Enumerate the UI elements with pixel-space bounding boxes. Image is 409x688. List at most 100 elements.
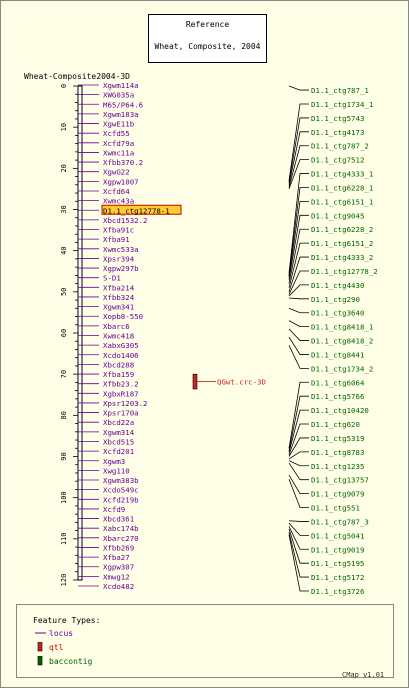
marker-label[interactable]: Xwg110 <box>103 466 130 475</box>
contig-label[interactable]: D1.1_ctg787_1 <box>311 86 369 95</box>
contig-label[interactable]: D1.1_ctg3640 <box>311 309 364 318</box>
contig-link-line <box>288 117 309 183</box>
marker-label[interactable]: Xfbb370.2 <box>103 158 143 167</box>
marker-label[interactable]: Xpsr170a <box>103 409 139 418</box>
marker-label[interactable]: Xbcd22a <box>103 418 134 427</box>
contig-label[interactable]: D1.1_ctg6228_2 <box>311 225 373 234</box>
marker-label[interactable]: Xcfd201 <box>103 447 134 456</box>
qtl-label[interactable]: QGwt.crc-3D <box>217 378 266 387</box>
marker-label[interactable]: Xfba214 <box>103 283 135 292</box>
marker-label[interactable]: Xcdo549c <box>103 486 139 495</box>
contig-label[interactable]: D1.1_ctg9045 <box>311 211 364 220</box>
contig-label[interactable]: D1.1_ctg8783 <box>311 448 364 457</box>
contig-link-line <box>288 409 309 453</box>
marker-label[interactable]: Xfbb269 <box>103 543 134 552</box>
contig-link-line <box>288 173 309 274</box>
marker-label[interactable]: Xpsr394 <box>103 254 135 263</box>
contig-label[interactable]: D1.1_ctg5743 <box>311 114 364 123</box>
marker-label[interactable]: Xcfd64 <box>103 187 130 196</box>
contig-label[interactable]: D1.1_ctg1734_1 <box>311 100 373 109</box>
contig-label[interactable]: D1.1_ctg787_2 <box>311 142 369 151</box>
contig-label[interactable]: D1.1_ctg13757 <box>311 476 369 485</box>
contig-link-line <box>288 534 309 592</box>
marker-label[interactable]: Xcdo482 <box>103 582 134 591</box>
contig-label[interactable]: D1.1_ctg5766 <box>311 392 364 401</box>
contig-label[interactable]: D1.1_ctg1734_2 <box>311 364 373 373</box>
marker-label[interactable]: Xbarc6 <box>103 322 130 331</box>
contig-label[interactable]: D1.1_ctg5172 <box>311 573 364 582</box>
marker-label[interactable]: Xgwm3 <box>103 457 125 466</box>
contig-label[interactable]: D1.1_ctg290 <box>311 295 360 304</box>
marker-label[interactable]: Xgwm114a <box>103 81 139 90</box>
marker-label[interactable]: Xbarc270 <box>103 534 139 543</box>
marker-label[interactable]: Xfba27 <box>103 553 130 562</box>
contig-label[interactable]: D1.1_ctg551 <box>311 504 360 513</box>
legend-label-qtl: qtl <box>49 643 64 652</box>
marker-label[interactable]: Xcfd219b <box>103 495 139 504</box>
marker-label[interactable]: D1.1_ctg12778-1 <box>103 206 170 215</box>
contig-label[interactable]: D1.1_ctg8418_1 <box>311 323 373 332</box>
marker-label[interactable]: XWG035a <box>103 91 134 100</box>
marker-label[interactable]: Xfbb23.2 <box>103 380 139 389</box>
marker-label[interactable]: Xgwm341 <box>103 303 134 312</box>
contig-label[interactable]: D1.1_ctg4173 <box>311 128 364 137</box>
contig-label[interactable]: D1.1_ctg6151_2 <box>311 239 373 248</box>
marker-label[interactable]: Xwmc11a <box>103 148 134 157</box>
marker-label[interactable]: Xgpw1007 <box>103 177 139 186</box>
contig-label[interactable]: D1.1_ctg6064 <box>311 378 365 387</box>
marker-label[interactable]: Xfba159 <box>103 370 134 379</box>
marker-label[interactable]: Xabc174b <box>103 524 139 533</box>
marker-label[interactable]: XgbxR187 <box>103 389 139 398</box>
marker-label[interactable]: Xgwm183a <box>103 110 139 119</box>
marker-label[interactable]: Xmwg12 <box>103 572 130 581</box>
contig-label[interactable]: D1.1_ctg6151_1 <box>311 197 373 206</box>
marker-label[interactable]: Xwmc43a <box>103 197 134 206</box>
marker-label[interactable]: Xfba91 <box>103 235 130 244</box>
contig-label[interactable]: D1.1_ctg8441 <box>311 350 364 359</box>
marker-label[interactable]: Xcfd79a <box>103 139 134 148</box>
marker-label[interactable]: Xgwm383b <box>103 476 139 485</box>
marker-label[interactable]: Xbcd515 <box>103 437 134 446</box>
marker-label[interactable]: Xcfd9 <box>103 505 125 514</box>
marker-label[interactable]: S-D1 <box>103 274 121 283</box>
marker-label[interactable]: Xwmc418 <box>103 332 134 341</box>
contig-label[interactable]: D1.1_ctg7512 <box>311 156 364 165</box>
marker-label[interactable]: Xwmc533a <box>103 245 139 254</box>
contig-label[interactable]: D1.1_ctg8418_2 <box>311 337 373 346</box>
contig-label[interactable]: D1.1_ctg5041 <box>311 531 364 540</box>
marker-label[interactable]: Xcdo1406 <box>103 351 139 360</box>
contig-label[interactable]: D1.1_ctg9079 <box>311 490 364 499</box>
contig-label[interactable]: D1.1_ctg6228_1 <box>311 183 373 192</box>
marker-label[interactable]: Xbcd1532.2 <box>103 216 148 225</box>
qtl-bar[interactable] <box>192 373 198 390</box>
contig-label[interactable]: D1.1_ctg787_3 <box>311 517 369 526</box>
marker-label[interactable]: Xbcd288 <box>103 360 134 369</box>
contig-link-line <box>288 145 309 188</box>
contig-label[interactable]: D1.1_ctg3726 <box>311 587 364 596</box>
marker-label[interactable]: Xopb8-550 <box>103 312 143 321</box>
marker-label[interactable]: XabxG305 <box>103 341 139 350</box>
marker-label[interactable]: Xgpw297b <box>103 264 139 273</box>
contig-label[interactable]: D1.1_ctg5319 <box>311 434 364 443</box>
marker-label[interactable]: XgwE11b <box>103 120 135 129</box>
marker-label[interactable]: Xfbb324 <box>103 293 135 302</box>
contig-link-line <box>288 159 309 190</box>
marker-label[interactable]: Xgpw307 <box>103 563 134 572</box>
marker-label[interactable]: Xgwm314 <box>103 428 135 437</box>
contig-label[interactable]: D1.1_ctg12778_2 <box>311 267 378 276</box>
contig-label[interactable]: D1.1_ctg1235 <box>311 462 364 471</box>
marker-label[interactable]: Xfba91c <box>103 226 134 235</box>
contig-label[interactable]: D1.1_ctg4333_2 <box>311 253 373 262</box>
contig-label[interactable]: D1.1_ctg9019 <box>311 545 364 554</box>
map-name[interactable]: Wheat-Composite2004-3D <box>24 72 130 81</box>
contig-label[interactable]: D1.1_ctg4430 <box>311 281 364 290</box>
contig-label[interactable]: D1.1_ctg5195 <box>311 559 364 568</box>
marker-label[interactable]: M65/P64.6 <box>103 100 143 109</box>
contig-label[interactable]: D1.1_ctg620 <box>311 420 360 429</box>
marker-label[interactable]: XgwG22 <box>103 168 130 177</box>
marker-label[interactable]: Xpsr1203.2 <box>103 399 148 408</box>
marker-label[interactable]: Xcfd55 <box>103 129 130 138</box>
contig-label[interactable]: D1.1_ctg4333_1 <box>311 170 373 179</box>
contig-label[interactable]: D1.1_ctg10420 <box>311 406 369 415</box>
marker-label[interactable]: Xbcd361 <box>103 515 134 524</box>
